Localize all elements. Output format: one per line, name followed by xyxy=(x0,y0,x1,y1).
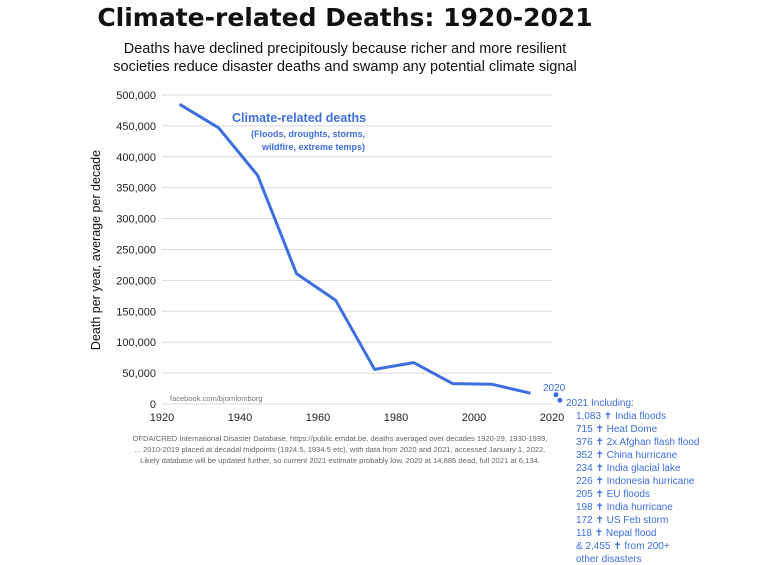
annotation-2021-line: 234 ✝ India glacial lake xyxy=(576,463,681,474)
y-tick-label: 300,000 xyxy=(116,214,156,226)
y-tick-label: 350,000 xyxy=(116,183,156,195)
series-description-line-2: wildfire, extreme temps) xyxy=(261,142,365,152)
chart-subtitle-line-1: Deaths have declined precipitously becau… xyxy=(124,41,567,57)
x-tick-labels: 1920 1940 1960 1980 2000 2020 xyxy=(150,412,564,424)
chart-subtitle-line-2: societies reduce disaster deaths and swa… xyxy=(113,59,576,75)
source-note-line-1: OFDA/CRED International Disaster Databas… xyxy=(133,434,548,443)
series-description-line-1: (Floods, droughts, storms, xyxy=(251,129,365,139)
annotation-2021-line: & 2,455 ✝ from 200+ xyxy=(576,541,670,552)
series-line-climate-deaths xyxy=(178,103,531,395)
y-tick-label: 500,000 xyxy=(116,90,156,102)
chart-title: Climate-related Deaths: 1920-2021 xyxy=(97,3,592,32)
x-tick-label: 1940 xyxy=(228,412,252,424)
y-tick-labels: 0 50,000 100,000 150,000 200,000 250,000 300,0… xyxy=(116,90,156,411)
data-markers xyxy=(553,392,563,403)
annotation-2021-line: 226 ✝ Indonesia hurricane xyxy=(576,476,695,487)
watermark: facebook.com/bjornlomborg xyxy=(170,394,263,403)
data-point-2020 xyxy=(553,392,559,398)
annotation-2021-line: 2021 Including: xyxy=(566,398,634,409)
data-point-2021 xyxy=(557,397,563,403)
y-tick-label: 400,000 xyxy=(116,152,156,164)
gridlines xyxy=(162,94,552,405)
annotation-2021-line: other disasters xyxy=(576,554,642,565)
y-tick-label: 100,000 xyxy=(116,337,156,349)
y-axis-label: Death per year, average per decade xyxy=(89,150,103,350)
series-label: Climate-related deaths xyxy=(232,111,366,125)
annotation-2021-line: 376 ✝ 2x Afghan flash flood xyxy=(576,437,699,448)
x-tick-label: 1920 xyxy=(150,412,174,424)
source-note-line-2: ... 2010-2019 placed at decadal midpoint… xyxy=(135,445,546,454)
annotation-2021-line: 172 ✝ US Feb storm xyxy=(576,515,668,526)
annotation-2021-line: 1,083 ✝ India floods xyxy=(576,411,666,422)
source-note-line-3: Likely database will be updated further,… xyxy=(140,456,540,465)
annotation-2021-line: 205 ✝ EU floods xyxy=(576,489,650,500)
annotation-2021-line: 715 ✝ Heat Dome xyxy=(576,424,658,435)
annotation-2021-line: 198 ✝ India hurricane xyxy=(576,502,673,513)
y-tick-label: 150,000 xyxy=(116,306,156,318)
annotation-2021-line: 352 ✝ China hurricane xyxy=(576,450,678,461)
x-tick-label: 1980 xyxy=(384,412,408,424)
x-tick-label: 2020 xyxy=(540,412,564,424)
y-tick-label: 200,000 xyxy=(116,275,156,287)
annotation-2021-list: 2021 Including: 1,083 ✝ India floods 715 ✝… xyxy=(566,398,699,565)
y-tick-label: 250,000 xyxy=(116,245,156,257)
y-tick-label: 50,000 xyxy=(122,368,156,380)
point-label-2020: 2020 xyxy=(543,383,566,394)
y-tick-label: 450,000 xyxy=(116,121,156,133)
x-tick-label: 2000 xyxy=(462,412,486,424)
source-note: OFDA/CRED International Disaster Databas… xyxy=(133,434,548,465)
x-tick-label: 1960 xyxy=(306,412,330,424)
annotation-2021-line: 118 ✝ Nepal flood xyxy=(576,528,656,539)
y-tick-label: 0 xyxy=(150,399,156,411)
